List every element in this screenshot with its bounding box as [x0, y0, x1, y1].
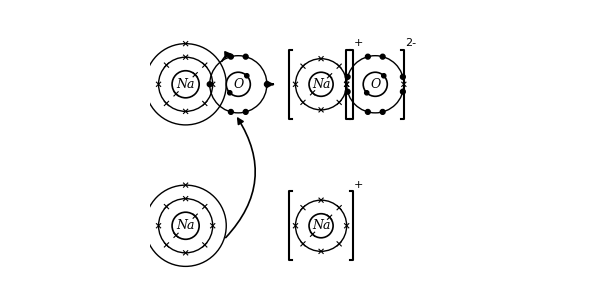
- Circle shape: [380, 110, 385, 114]
- Circle shape: [245, 74, 249, 78]
- Circle shape: [400, 74, 405, 79]
- Text: Na: Na: [312, 219, 331, 232]
- Circle shape: [243, 54, 248, 59]
- Text: O: O: [370, 78, 380, 91]
- Text: Na: Na: [312, 78, 331, 91]
- Circle shape: [400, 89, 405, 94]
- Circle shape: [265, 82, 269, 87]
- Circle shape: [345, 74, 350, 79]
- Circle shape: [227, 91, 232, 95]
- Text: O: O: [233, 78, 244, 91]
- Text: Na: Na: [176, 78, 195, 91]
- Circle shape: [382, 74, 386, 78]
- Text: Na: Na: [176, 219, 195, 232]
- Circle shape: [380, 54, 385, 59]
- Circle shape: [345, 89, 350, 94]
- Circle shape: [229, 110, 233, 114]
- Circle shape: [207, 82, 212, 87]
- Text: 2-: 2-: [406, 38, 416, 48]
- Text: +: +: [354, 38, 364, 48]
- Circle shape: [229, 54, 233, 59]
- Circle shape: [365, 54, 370, 59]
- Text: +: +: [354, 180, 364, 190]
- Circle shape: [365, 91, 369, 95]
- Circle shape: [365, 110, 370, 114]
- Circle shape: [243, 110, 248, 114]
